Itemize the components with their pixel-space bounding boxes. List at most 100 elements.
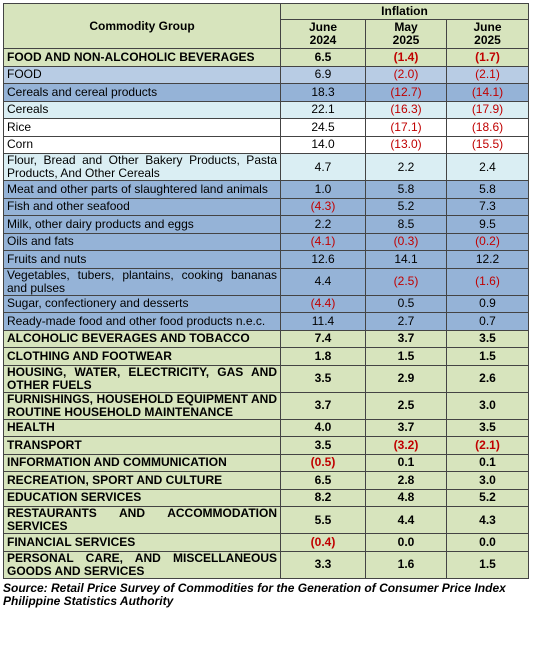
source-line: Philippine Statistics Authority — [3, 593, 174, 608]
table-row: PERSONAL CARE, AND MISCELLANEOUS GOODS A… — [3, 550, 529, 579]
inflation-value: 7.4 — [280, 329, 366, 348]
table-row: FOOD AND NON-ALCOHOLIC BEVERAGES 6.5 (1.4)… — [3, 48, 529, 67]
table-row: Meat and other parts of slaughtered land… — [3, 180, 529, 199]
header-inflation: Inflation — [280, 3, 529, 20]
commodity-label: Rice — [3, 118, 281, 137]
commodity-label: HEALTH — [3, 418, 281, 437]
table-row: FINANCIAL SERVICES (0.4) 0.0 0.0 — [3, 533, 529, 552]
inflation-value: 3.0 — [446, 471, 529, 490]
table-row: FURNISHINGS, HOUSEHOLD EQUIPMENT AND ROU… — [3, 391, 529, 420]
inflation-value: 4.3 — [446, 506, 529, 534]
table-row: HOUSING, WATER, ELECTRICITY, GAS AND OTH… — [3, 364, 529, 393]
inflation-value: 1.5 — [365, 347, 447, 366]
inflation-value: (0.2) — [446, 232, 529, 251]
inflation-value: 0.9 — [446, 294, 529, 313]
inflation-value: 3.3 — [280, 550, 366, 579]
inflation-value: (17.1) — [365, 118, 447, 137]
table-row: Rice 24.5 (17.1) (18.6) — [3, 118, 529, 137]
inflation-value: 18.3 — [280, 83, 366, 102]
inflation-value: 6.5 — [280, 48, 366, 67]
inflation-value: (1.7) — [446, 48, 529, 67]
inflation-value: 1.8 — [280, 347, 366, 366]
inflation-value: 5.8 — [365, 180, 447, 199]
commodity-label: Milk, other dairy products and eggs — [3, 215, 281, 234]
inflation-value: 0.1 — [365, 453, 447, 472]
table-row: FOOD 6.9 (2.0) (2.1) — [3, 65, 529, 84]
table-body: FOOD AND NON-ALCOHOLIC BEVERAGES 6.5 (1.4)… — [3, 48, 529, 579]
table-row: Milk, other dairy products and eggs 2.2 8.… — [3, 215, 529, 234]
inflation-value: (4.4) — [280, 294, 366, 313]
table-row: Cereals 22.1 (16.3) (17.9) — [3, 100, 529, 119]
inflation-value: 12.6 — [280, 250, 366, 269]
table-row: Ready-made food and other food products … — [3, 312, 529, 331]
inflation-value: 11.4 — [280, 312, 366, 331]
inflation-value: 0.1 — [446, 453, 529, 472]
commodity-label: INFORMATION AND COMMUNICATION — [3, 453, 281, 472]
table-row: Fish and other seafood (4.3) 5.2 7.3 — [3, 197, 529, 216]
source-line: Source: Retail Price Survey of Commoditi… — [3, 580, 506, 595]
inflation-value: 4.4 — [365, 506, 447, 534]
inflation-value: (0.3) — [365, 232, 447, 251]
header-commodity-group: Commodity Group — [3, 3, 281, 49]
table-row: RECREATION, SPORT AND CULTURE 6.5 2.8 3.0 — [3, 471, 529, 490]
commodity-label: TRANSPORT — [3, 436, 281, 455]
inflation-value: 2.6 — [446, 364, 529, 393]
inflation-value: (15.5) — [446, 135, 529, 154]
inflation-value: 2.8 — [365, 471, 447, 490]
inflation-value: (2.1) — [446, 436, 529, 455]
inflation-value: 6.9 — [280, 65, 366, 84]
inflation-value: (2.0) — [365, 65, 447, 84]
inflation-value: 3.7 — [280, 391, 366, 420]
inflation-value: 5.2 — [365, 197, 447, 216]
inflation-value: 5.8 — [446, 180, 529, 199]
inflation-value: 4.7 — [280, 153, 366, 181]
header-period: June 2025 — [446, 19, 529, 49]
commodity-label: RECREATION, SPORT AND CULTURE — [3, 471, 281, 490]
commodity-label: FOOD — [3, 65, 281, 84]
inflation-value: 3.0 — [446, 391, 529, 420]
table-row: Fruits and nuts 12.6 14.1 12.2 — [3, 250, 529, 269]
inflation-value: 8.2 — [280, 488, 366, 507]
table-row: INFORMATION AND COMMUNICATION (0.5) 0.1 0.1 — [3, 453, 529, 472]
header-period: June 2024 — [280, 19, 366, 49]
inflation-value: (0.4) — [280, 533, 366, 552]
commodity-label: EDUCATION SERVICES — [3, 488, 281, 507]
inflation-value: 14.0 — [280, 135, 366, 154]
inflation-value: 4.8 — [365, 488, 447, 507]
commodity-label: RESTAURANTS AND ACCOMMODATION SERVICES — [3, 506, 281, 534]
commodity-label: Fish and other seafood — [3, 197, 281, 216]
inflation-value: 3.7 — [365, 329, 447, 348]
commodity-label: FOOD AND NON-ALCOHOLIC BEVERAGES — [3, 48, 281, 67]
commodity-label: Corn — [3, 135, 281, 154]
period-label: June 2024 — [308, 20, 337, 47]
inflation-value: 1.5 — [446, 347, 529, 366]
commodity-label: FURNISHINGS, HOUSEHOLD EQUIPMENT AND ROU… — [3, 391, 281, 420]
inflation-value: 1.5 — [446, 550, 529, 579]
inflation-value: (4.3) — [280, 197, 366, 216]
table-row: ALCOHOLIC BEVERAGES AND TOBACCO 7.4 3.7 3.5 — [3, 329, 529, 348]
inflation-value: 8.5 — [365, 215, 447, 234]
table-header: Commodity Group Inflation June 2024 May 2… — [3, 3, 529, 49]
commodity-label: Meat and other parts of slaughtered land… — [3, 180, 281, 199]
inflation-value: 0.5 — [365, 294, 447, 313]
inflation-value: (17.9) — [446, 100, 529, 119]
inflation-value: (18.6) — [446, 118, 529, 137]
inflation-value: 7.3 — [446, 197, 529, 216]
commodity-label: Cereals — [3, 100, 281, 119]
commodity-label: FINANCIAL SERVICES — [3, 533, 281, 552]
inflation-table: Commodity Group Inflation June 2024 May 2… — [3, 3, 529, 579]
table-row: Vegetables, tubers, plantains, cooking b… — [3, 267, 529, 296]
table-row: CLOTHING AND FOOTWEAR 1.8 1.5 1.5 — [3, 347, 529, 366]
inflation-value: 0.0 — [365, 533, 447, 552]
inflation-value: (13.0) — [365, 135, 447, 154]
inflation-value: 14.1 — [365, 250, 447, 269]
table-row: Flour, Bread and Other Bakery Products, … — [3, 153, 529, 181]
inflation-value: 0.7 — [446, 312, 529, 331]
inflation-value: 2.7 — [365, 312, 447, 331]
table-container: Commodity Group Inflation June 2024 May 2… — [3, 3, 529, 608]
inflation-value: 4.0 — [280, 418, 366, 437]
inflation-value: (2.1) — [446, 65, 529, 84]
inflation-value: (0.5) — [280, 453, 366, 472]
inflation-value: (12.7) — [365, 83, 447, 102]
